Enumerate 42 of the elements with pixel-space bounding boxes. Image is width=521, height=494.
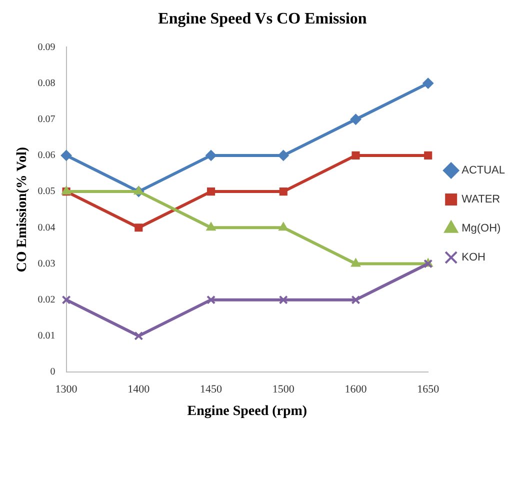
point bbox=[350, 258, 361, 267]
x-tick-label: 1650 bbox=[417, 383, 440, 396]
point bbox=[134, 186, 144, 195]
point bbox=[352, 151, 360, 160]
y-tick-label: 0.03 bbox=[38, 258, 56, 270]
y-tick-label: 0 bbox=[50, 366, 56, 378]
y-tick-label: 0.06 bbox=[38, 150, 56, 162]
point bbox=[206, 295, 216, 304]
legend-label: WATER bbox=[462, 194, 500, 206]
point bbox=[279, 188, 288, 196]
point bbox=[134, 331, 144, 340]
chart-title: Engine Speed Vs CO Emission bbox=[158, 10, 367, 28]
y-tick-label: 0.04 bbox=[38, 222, 56, 234]
point bbox=[206, 188, 216, 196]
x-tick-label: 1300 bbox=[55, 383, 78, 396]
y-tick-label: 0.07 bbox=[38, 114, 56, 126]
point bbox=[206, 150, 217, 161]
point bbox=[278, 150, 289, 161]
y-tick-label: 0.02 bbox=[38, 294, 56, 306]
point bbox=[206, 222, 216, 231]
point bbox=[60, 150, 72, 161]
y-tick-label: 0.05 bbox=[38, 186, 56, 198]
point bbox=[278, 295, 288, 304]
x-tick-label: 1400 bbox=[128, 383, 150, 396]
legend-label: ACTUAL bbox=[462, 164, 506, 177]
point bbox=[424, 151, 432, 160]
x-axis-title: Engine Speed (rpm) bbox=[187, 404, 308, 420]
point bbox=[278, 222, 288, 231]
point bbox=[351, 295, 360, 304]
x-tick-label: 1500 bbox=[272, 383, 295, 396]
y-tick-label: 0.01 bbox=[38, 330, 56, 342]
legend-label: KOH bbox=[462, 252, 486, 264]
point bbox=[422, 78, 434, 89]
y-tick-label: 0.08 bbox=[38, 78, 56, 89]
y-axis-title: CO Emission(% Vol) bbox=[15, 146, 30, 272]
x-tick-label: 1450 bbox=[200, 383, 223, 396]
point bbox=[350, 114, 362, 125]
x-tick-label: 1600 bbox=[344, 383, 368, 396]
y-tick-label: 0.09 bbox=[38, 42, 56, 53]
point bbox=[134, 224, 143, 232]
legend-label: Mg(OH) bbox=[462, 222, 501, 235]
point bbox=[62, 295, 71, 304]
